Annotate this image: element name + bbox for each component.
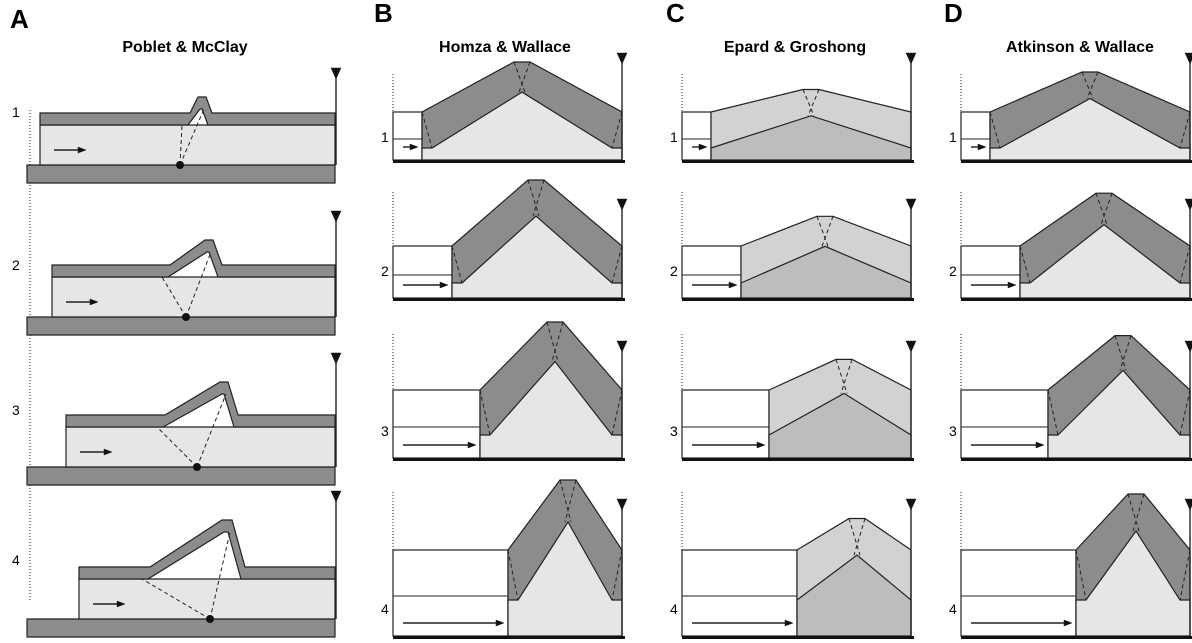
fold-layer <box>79 520 335 579</box>
detachment <box>961 160 1192 163</box>
step-number: 3 <box>381 423 389 439</box>
detachment <box>961 298 1192 301</box>
detachment <box>961 636 1192 639</box>
pin-head <box>331 491 341 502</box>
fold-layer <box>66 382 335 427</box>
step-number: 3 <box>12 402 20 418</box>
step-number: 4 <box>381 601 389 617</box>
detachment <box>393 160 625 163</box>
step-number: 4 <box>670 601 678 617</box>
panel-title: Homza & Wallace <box>439 39 571 56</box>
footwall-block <box>961 246 1020 298</box>
panel-title: Poblet & McClay <box>122 39 247 56</box>
pin-head <box>1185 53 1192 64</box>
fold-layer <box>52 240 335 277</box>
hanging-wall <box>79 579 335 619</box>
pivot-point <box>176 161 184 169</box>
panel-letter: D <box>944 0 963 28</box>
detachment <box>682 458 914 461</box>
panel-title: Atkinson & Wallace <box>1006 39 1154 56</box>
pin-head <box>617 341 627 352</box>
step-number: 1 <box>670 129 678 145</box>
detachment <box>682 160 914 163</box>
detachment <box>961 458 1192 461</box>
figure: A Poblet & McClay B Homza & Wallace C Epard &… <box>0 0 1192 643</box>
pin-head <box>1185 199 1192 210</box>
pivot-point <box>193 463 201 471</box>
detachment <box>682 298 914 301</box>
step-number: 3 <box>949 423 957 439</box>
pin-head <box>331 211 341 222</box>
pivot-point <box>206 615 214 623</box>
footwall-block <box>393 390 480 458</box>
panel-letter: C <box>666 0 685 28</box>
step-number: 2 <box>381 263 389 279</box>
pin-head <box>617 499 627 510</box>
pin-head <box>331 353 341 364</box>
fold-layer <box>40 97 335 125</box>
step-number: 2 <box>670 263 678 279</box>
base-layer <box>27 467 335 485</box>
pin-head <box>906 53 916 64</box>
pin-head <box>906 499 916 510</box>
footwall-block <box>961 112 990 160</box>
step-number: 2 <box>12 257 20 273</box>
step-number: 4 <box>949 601 957 617</box>
pin-head <box>617 53 627 64</box>
hanging-wall <box>40 125 335 165</box>
base-layer <box>27 317 335 335</box>
step-number: 1 <box>949 129 957 145</box>
step-number: 4 <box>12 552 20 568</box>
detachment <box>393 298 625 301</box>
footwall-block <box>961 390 1048 458</box>
hanging-wall <box>66 427 335 467</box>
detachment <box>393 636 625 639</box>
step-number: 1 <box>381 129 389 145</box>
step-number: 1 <box>12 104 20 120</box>
pin-head <box>617 199 627 210</box>
pin-head <box>1185 341 1192 352</box>
footwall-block <box>393 112 422 160</box>
pin-head <box>906 199 916 210</box>
step-number: 3 <box>670 423 678 439</box>
pin-head <box>906 341 916 352</box>
detachment <box>393 458 625 461</box>
panel-title: Epard & Groshong <box>724 39 866 56</box>
footwall-block <box>393 246 452 298</box>
panel-letter: B <box>374 0 393 28</box>
pivot-point <box>182 313 190 321</box>
step-number: 2 <box>949 263 957 279</box>
footwall-block <box>682 390 769 458</box>
pin-head <box>1185 499 1192 510</box>
pin-head <box>331 68 341 79</box>
panel-letter: A <box>10 4 29 34</box>
detachment <box>682 636 914 639</box>
footwall-block <box>682 112 711 160</box>
footwall-block <box>682 246 741 298</box>
base-layer <box>27 619 335 637</box>
